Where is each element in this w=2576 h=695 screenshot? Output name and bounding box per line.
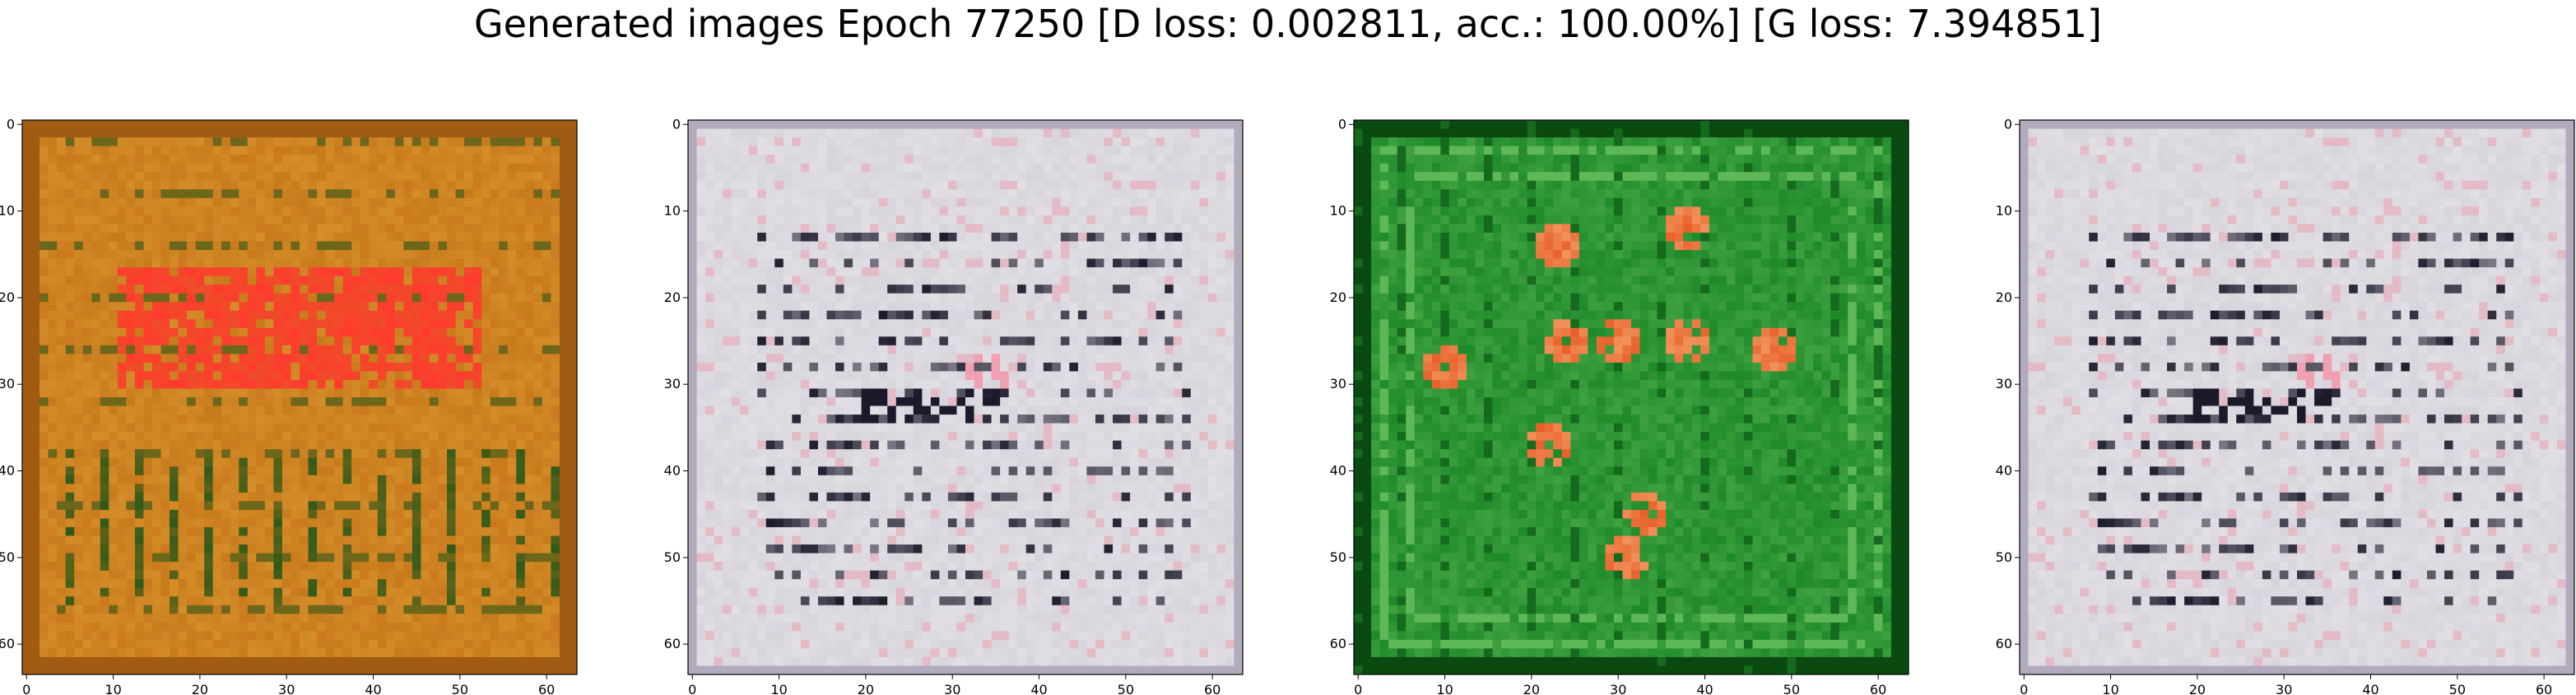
generated-image-3 bbox=[1354, 120, 1909, 675]
x-tick-label: 0 bbox=[2020, 682, 2028, 695]
x-tick-label: 30 bbox=[1610, 682, 1626, 695]
x-tick-label: 10 bbox=[105, 682, 121, 695]
x-tick-label: 20 bbox=[192, 682, 208, 695]
y-tick-label: 60 bbox=[1330, 636, 1346, 651]
x-tick-label: 40 bbox=[1030, 682, 1047, 695]
x-tick-label: 30 bbox=[944, 682, 960, 695]
y-tick-label: 50 bbox=[0, 549, 15, 565]
y-tick-label: 50 bbox=[1996, 549, 2012, 565]
generated-image-4 bbox=[2020, 120, 2575, 675]
x-tick-label: 50 bbox=[452, 682, 468, 695]
x-tick-label: 50 bbox=[2449, 682, 2466, 695]
axes-frame-2 bbox=[687, 119, 1244, 675]
x-tick-label: 60 bbox=[2536, 682, 2552, 695]
x-tick-label: 0 bbox=[688, 682, 696, 695]
y-tick-label: 60 bbox=[0, 636, 15, 651]
axes-frame-4 bbox=[2019, 119, 2575, 675]
y-tick-label: 20 bbox=[1330, 290, 1346, 305]
y-tick-label: 10 bbox=[1996, 203, 2012, 219]
x-tick-label: 30 bbox=[2276, 682, 2292, 695]
y-tick-label: 10 bbox=[1330, 203, 1346, 219]
y-tick-label: 0 bbox=[1338, 116, 1346, 132]
x-tick-label: 50 bbox=[1783, 682, 1800, 695]
x-tick-label: 30 bbox=[278, 682, 295, 695]
x-tick-label: 40 bbox=[365, 682, 381, 695]
x-tick-label: 40 bbox=[1696, 682, 1713, 695]
y-tick-label: 30 bbox=[664, 376, 681, 392]
x-tick-label: 10 bbox=[1436, 682, 1453, 695]
y-tick-label: 20 bbox=[1996, 290, 2012, 305]
x-tick-label: 50 bbox=[1118, 682, 1134, 695]
y-tick-label: 30 bbox=[1996, 376, 2012, 392]
y-tick-label: 0 bbox=[672, 116, 681, 132]
figure-title: Generated images Epoch 77250 [D loss: 0.… bbox=[473, 2, 2103, 46]
y-tick-label: 10 bbox=[0, 203, 15, 219]
axes-frame-3 bbox=[1353, 119, 1909, 675]
image-panel-2: 0 10 20 30 40 50 60 0 10 20 30 40 50 60 bbox=[664, 116, 1244, 695]
x-tick-label: 60 bbox=[1870, 682, 1886, 695]
axes-frame-1 bbox=[21, 119, 578, 675]
x-tick-label: 20 bbox=[2189, 682, 2206, 695]
generated-image-2 bbox=[688, 120, 1244, 675]
x-tick-label: 0 bbox=[1354, 682, 1362, 695]
y-tick-label: 40 bbox=[1996, 463, 2012, 479]
y-tick-label: 40 bbox=[0, 463, 15, 479]
x-tick-label: 0 bbox=[22, 682, 30, 695]
y-tick-label: 30 bbox=[0, 376, 15, 392]
y-tick-label: 20 bbox=[664, 290, 681, 305]
x-tick-label: 10 bbox=[2102, 682, 2118, 695]
generated-image-1 bbox=[22, 120, 578, 675]
y-tick-label: 60 bbox=[1996, 636, 2012, 651]
y-tick-label: 0 bbox=[2004, 116, 2012, 132]
y-tick-label: 30 bbox=[1330, 376, 1346, 392]
y-tick-label: 60 bbox=[664, 636, 681, 651]
x-tick-label: 60 bbox=[1204, 682, 1221, 695]
y-tick-label: 40 bbox=[664, 463, 681, 479]
y-tick-label: 50 bbox=[1330, 549, 1346, 565]
x-tick-label: 10 bbox=[770, 682, 787, 695]
x-tick-label: 40 bbox=[2362, 682, 2378, 695]
image-panel-1: 0 10 20 30 40 50 60 0 10 20 30 40 50 60 bbox=[0, 116, 578, 695]
x-tick-label: 20 bbox=[1523, 682, 1540, 695]
image-panel-4: 0 10 20 30 40 50 60 0 10 20 30 40 50 60 bbox=[1996, 116, 2575, 695]
y-tick-label: 50 bbox=[664, 549, 681, 565]
image-panel-3: 0 10 20 30 40 50 60 0 10 20 30 40 50 60 bbox=[1330, 116, 1909, 695]
y-tick-label: 10 bbox=[664, 203, 681, 219]
x-tick-label: 60 bbox=[538, 682, 555, 695]
x-tick-label: 20 bbox=[858, 682, 874, 695]
y-tick-label: 20 bbox=[0, 290, 15, 305]
y-tick-label: 0 bbox=[7, 116, 15, 132]
y-tick-label: 40 bbox=[1330, 463, 1346, 479]
